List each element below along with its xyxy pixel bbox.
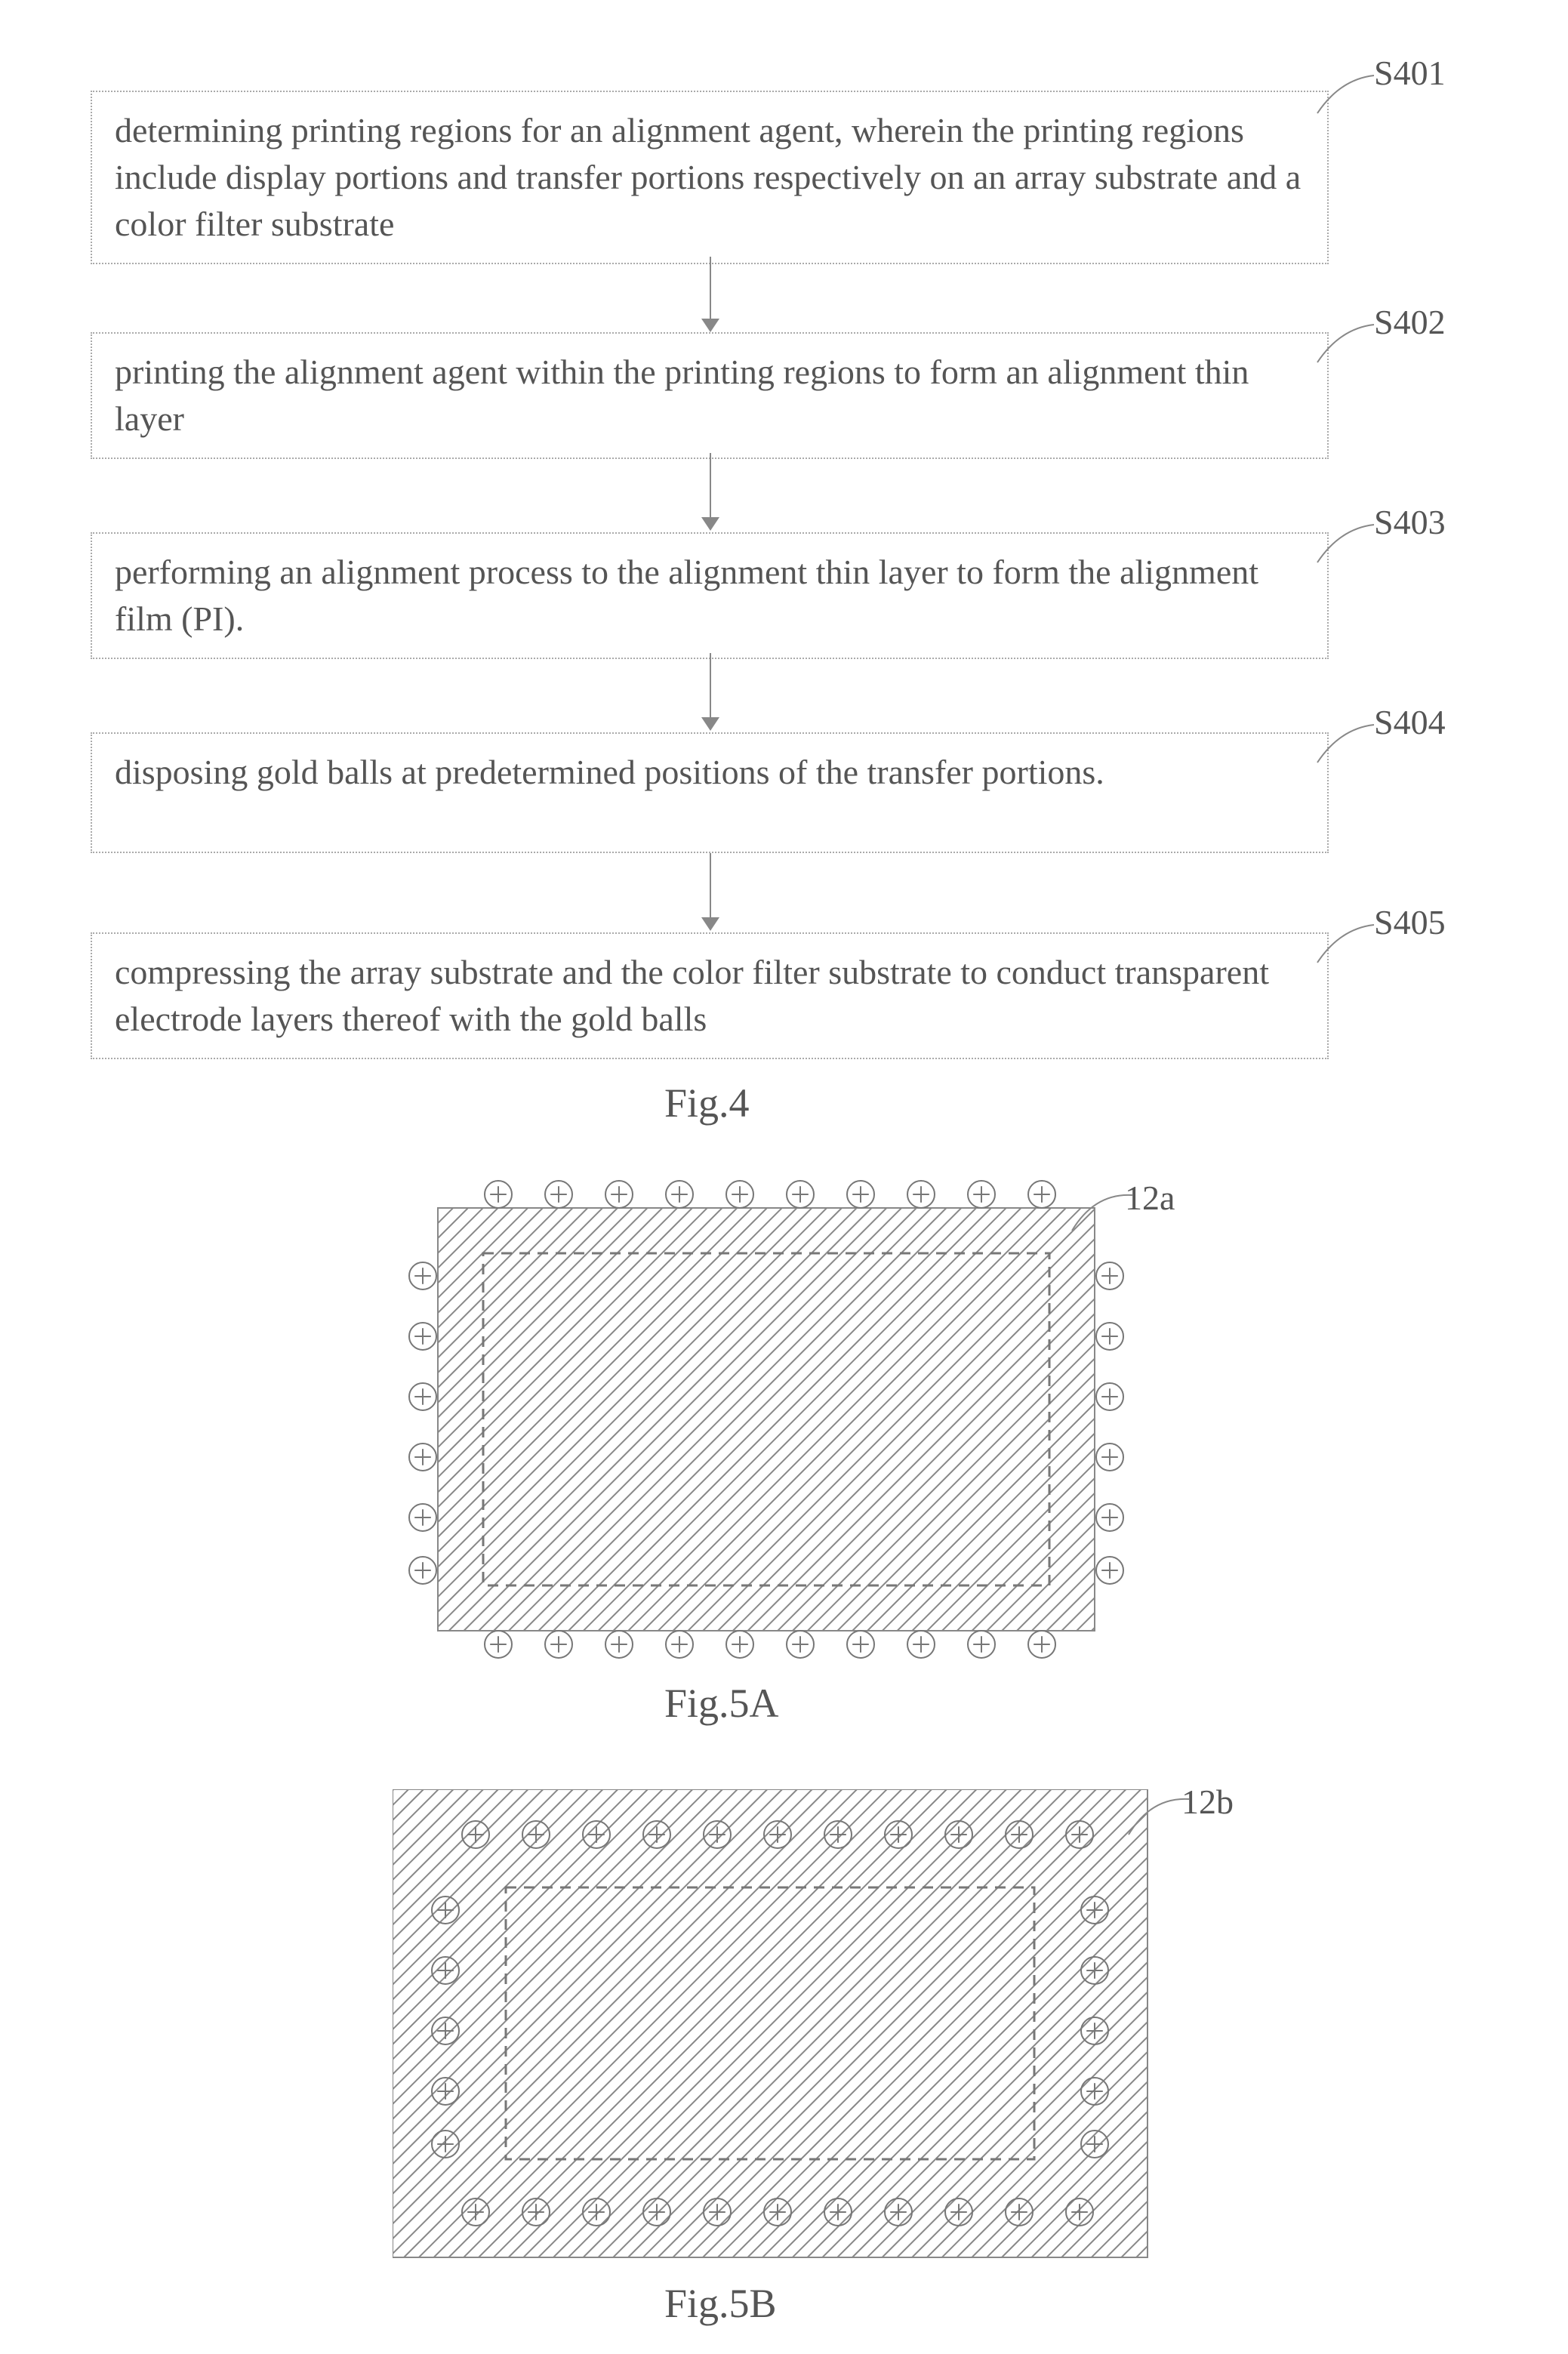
fig5b-label: Fig.5B (664, 2280, 777, 2327)
flow-text: disposing gold balls at predetermined po… (115, 749, 1305, 796)
arrow-line (710, 853, 711, 917)
arrow-head (701, 717, 719, 731)
arrow-head (701, 319, 719, 332)
flow-text: determining printing regions for an alig… (115, 107, 1305, 248)
flow-box-s401: determining printing regions for an alig… (91, 91, 1329, 264)
flow-box-s402: printing the alignment agent within the … (91, 332, 1329, 459)
arrow-line (710, 653, 711, 717)
flow-text: performing an alignment process to the a… (115, 549, 1305, 642)
flow-text: printing the alignment agent within the … (115, 349, 1305, 442)
step-label-s403: S403 (1374, 502, 1446, 542)
arrow-head (701, 917, 719, 931)
step-label-s405: S405 (1374, 902, 1446, 942)
fig5a-label: Fig.5A (664, 1680, 779, 1727)
arrow-line (710, 257, 711, 319)
arrow-line (710, 453, 711, 517)
step-label-s401: S401 (1374, 53, 1446, 93)
fig5a (393, 1178, 1185, 1706)
flow-box-s403: performing an alignment process to the a… (91, 532, 1329, 659)
fig5b (393, 1789, 1193, 2303)
arrow-head (701, 517, 719, 531)
flow-box-s405: compressing the array substrate and the … (91, 932, 1329, 1059)
fig4-label: Fig.4 (664, 1080, 750, 1126)
step-label-s404: S404 (1374, 702, 1446, 742)
flow-text: compressing the array substrate and the … (115, 949, 1305, 1043)
step-label-s402: S402 (1374, 302, 1446, 342)
flow-box-s404: disposing gold balls at predetermined po… (91, 732, 1329, 853)
